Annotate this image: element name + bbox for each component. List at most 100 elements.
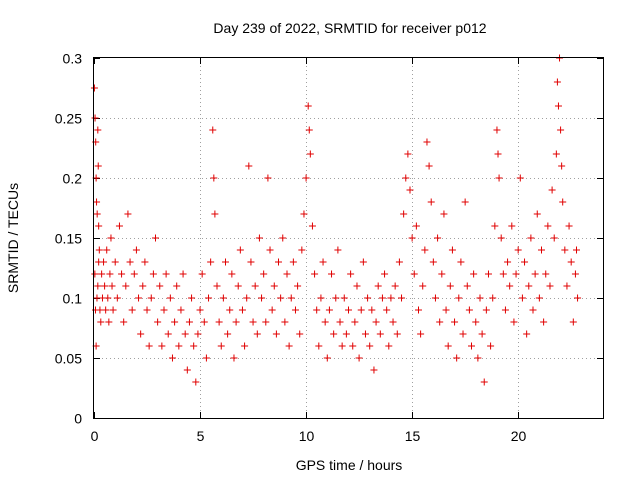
data-point (459, 330, 467, 338)
data-point (438, 270, 446, 278)
data-point (381, 270, 389, 278)
data-point (188, 294, 196, 302)
data-point (499, 270, 507, 278)
data-point (334, 246, 342, 254)
data-point (434, 234, 442, 242)
data-point (554, 102, 562, 110)
data-point (537, 246, 545, 254)
data-point (351, 318, 359, 326)
data-point (527, 234, 535, 242)
data-point (241, 342, 249, 350)
data-point (567, 258, 575, 266)
data-point (315, 342, 323, 350)
x-tick-label: 10 (299, 428, 315, 444)
data-point (260, 270, 268, 278)
x-axis-title: GPS time / hours (296, 457, 403, 473)
data-point (175, 342, 183, 350)
data-point (183, 366, 191, 374)
data-point (482, 306, 490, 314)
data-point (311, 270, 319, 278)
data-point (95, 222, 103, 230)
data-point (94, 282, 102, 290)
data-point (355, 354, 363, 362)
data-point (376, 330, 384, 338)
data-point (540, 318, 548, 326)
data-point (368, 306, 376, 314)
data-point (563, 282, 571, 290)
data-point (561, 246, 569, 254)
data-point (453, 354, 461, 362)
data-point (557, 126, 565, 134)
data-point (262, 318, 270, 326)
data-point (378, 294, 386, 302)
data-point (158, 342, 166, 350)
y-tick-label: 0.1 (63, 291, 83, 307)
y-tick-label: 0.3 (63, 51, 83, 67)
data-point (300, 210, 308, 218)
data-point (353, 282, 361, 290)
data-point (122, 282, 130, 290)
data-point (347, 270, 355, 278)
data-point (431, 294, 439, 302)
data-point (101, 282, 109, 290)
data-point (400, 210, 408, 218)
data-point (463, 282, 471, 290)
y-axis-title: SRMTID / TECUs (5, 183, 21, 293)
data-point (472, 318, 480, 326)
data-point (179, 270, 187, 278)
data-point (113, 294, 121, 302)
data-point (340, 294, 348, 302)
data-point (321, 318, 329, 326)
data-point (215, 318, 223, 326)
data-point (294, 282, 302, 290)
data-point (137, 330, 145, 338)
data-point (109, 306, 117, 314)
y-tick-label: 0.15 (55, 231, 82, 247)
data-point (342, 330, 350, 338)
data-point (417, 330, 425, 338)
data-point (209, 126, 217, 134)
data-point (370, 366, 378, 374)
data-point (268, 306, 276, 314)
data-point (147, 294, 155, 302)
data-point (238, 306, 246, 314)
data-point (281, 318, 289, 326)
data-point (510, 318, 518, 326)
data-point (277, 294, 285, 302)
data-point (287, 294, 295, 302)
data-point (546, 282, 554, 290)
data-point (107, 234, 115, 242)
data-point (480, 378, 488, 386)
data-point (102, 306, 110, 314)
data-point (221, 258, 229, 266)
data-point (404, 150, 412, 158)
data-point (574, 294, 582, 302)
data-point (406, 186, 414, 194)
data-point (103, 246, 111, 254)
data-point (444, 342, 452, 350)
data-point (118, 270, 126, 278)
data-point (145, 342, 153, 350)
data-point (154, 318, 162, 326)
data-point (423, 138, 431, 146)
data-point (493, 126, 501, 134)
data-point (468, 342, 476, 350)
data-point (90, 84, 98, 92)
data-point (478, 330, 486, 338)
data-point (565, 222, 573, 230)
data-point (552, 150, 560, 158)
data-point (156, 282, 164, 290)
data-point (207, 258, 215, 266)
data-point (105, 318, 113, 326)
data-point (302, 174, 310, 182)
data-point (305, 126, 313, 134)
data-point (128, 306, 136, 314)
data-point (181, 330, 189, 338)
data-point (410, 270, 418, 278)
data-point (162, 270, 170, 278)
data-point (361, 330, 369, 338)
data-point (94, 126, 102, 134)
data-point (230, 354, 238, 362)
data-point (427, 198, 435, 206)
